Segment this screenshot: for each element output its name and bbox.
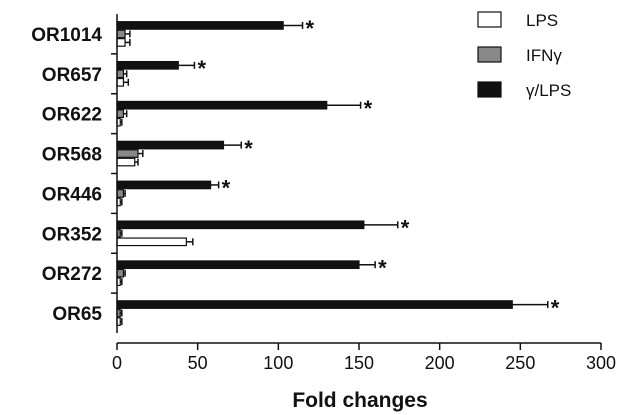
category-label-OR1014: OR1014 bbox=[31, 25, 102, 46]
bar-OR1014-series-0 bbox=[116, 38, 126, 47]
bar-OR352-series-0 bbox=[116, 237, 187, 247]
significance-marker-OR272: * bbox=[378, 255, 387, 280]
category-label-OR657: OR657 bbox=[42, 65, 102, 86]
significance-marker-OR352: * bbox=[401, 216, 410, 241]
bar-OR657-series-1 bbox=[116, 69, 125, 79]
significance-marker-OR1014: * bbox=[306, 16, 315, 41]
category-label-OR272: OR272 bbox=[42, 264, 102, 285]
legend-label-2: γ/LPS bbox=[526, 81, 571, 100]
legend: LPS IFNγ γ/LPS bbox=[477, 11, 571, 100]
bar-OR1014-series-1 bbox=[116, 29, 126, 39]
category-label-OR446: OR446 bbox=[42, 184, 102, 205]
significance-marker-OR568: * bbox=[244, 136, 253, 161]
x-tick-label-0: 0 bbox=[112, 353, 122, 373]
category-label-OR352: OR352 bbox=[42, 224, 102, 245]
significance-marker-OR446: * bbox=[222, 176, 231, 201]
bar-OR272-series-1 bbox=[116, 268, 125, 278]
bar-OR65-series-2 bbox=[116, 300, 513, 309]
bar-OR1014-series-2 bbox=[116, 21, 284, 30]
legend-label-0: LPS bbox=[526, 11, 558, 30]
x-tick-label-250: 250 bbox=[505, 353, 535, 373]
category-label-OR622: OR622 bbox=[42, 105, 102, 126]
bar-OR622-series-2 bbox=[116, 100, 328, 110]
bar-OR622-series-1 bbox=[116, 109, 125, 119]
legend-label-1: IFNγ bbox=[526, 46, 562, 65]
bar-OR657-series-2 bbox=[116, 60, 179, 70]
bars-layer: * * * * * * * * bbox=[116, 16, 560, 326]
x-tick-label-200: 200 bbox=[425, 353, 455, 373]
bar-OR446-series-1 bbox=[116, 189, 125, 198]
bar-OR352-series-2 bbox=[116, 220, 365, 230]
significance-marker-OR65: * bbox=[551, 295, 560, 320]
significance-marker-OR622: * bbox=[364, 96, 373, 121]
bar-OR568-series-0 bbox=[116, 157, 136, 167]
bar-OR272-series-2 bbox=[116, 260, 360, 270]
significance-marker-OR657: * bbox=[197, 56, 206, 81]
legend-swatch-1 bbox=[477, 46, 502, 63]
x-axis-title: Fold changes bbox=[292, 389, 427, 412]
x-tick-label-150: 150 bbox=[344, 353, 374, 373]
x-tick-label-50: 50 bbox=[188, 353, 208, 373]
bar-OR657-series-0 bbox=[116, 77, 125, 87]
bar-OR568-series-1 bbox=[116, 149, 139, 158]
category-label-OR65: OR65 bbox=[52, 304, 102, 325]
bar-OR446-series-2 bbox=[116, 180, 212, 190]
axes-layer: OR1014 OR657 OR622 OR568 OR446 OR352 OR272 OR65… bbox=[31, 14, 616, 373]
legend-swatch-2 bbox=[477, 81, 502, 98]
x-tick-label-100: 100 bbox=[263, 353, 293, 373]
legend-swatch-0 bbox=[477, 11, 502, 28]
x-tick-label-300: 300 bbox=[586, 353, 616, 373]
bar-OR568-series-2 bbox=[116, 140, 225, 150]
category-label-OR568: OR568 bbox=[42, 145, 102, 166]
